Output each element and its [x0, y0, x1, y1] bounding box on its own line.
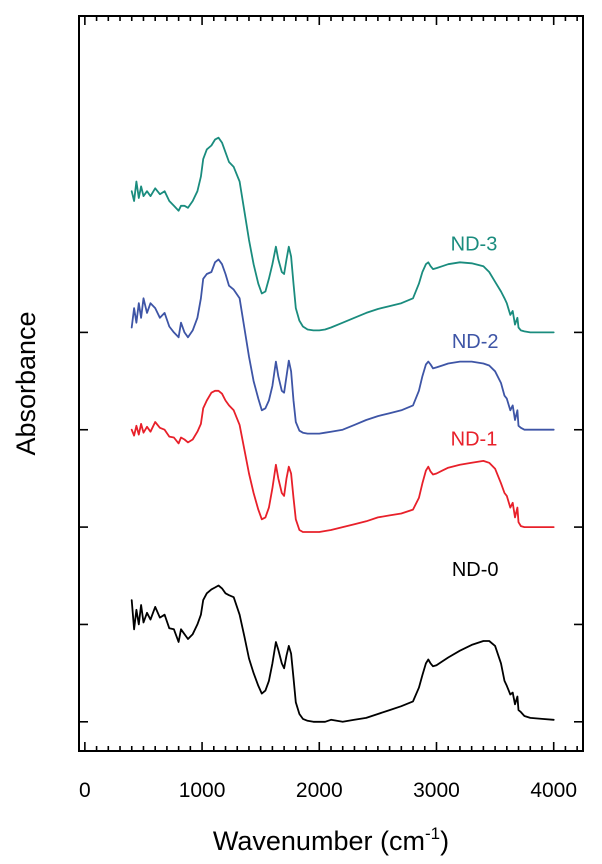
- plot-frame: [78, 15, 584, 752]
- series-line-nd-2: [130, 258, 555, 435]
- x-tick-label: 2000: [296, 779, 343, 802]
- x-tick-label: 0: [79, 779, 91, 802]
- series-layer: [130, 136, 555, 723]
- series-label-nd-2: ND-2: [452, 331, 499, 353]
- series-label-nd-1: ND-1: [451, 428, 498, 450]
- x-axis-label-close: ): [440, 826, 449, 856]
- plot-area: [78, 15, 584, 752]
- series-line-nd-3: [130, 136, 555, 334]
- x-tick-labels: 0 1000 2000 3000 4000: [79, 779, 577, 802]
- series-labels: ND-0 ND-1 ND-2 ND-3: [451, 234, 499, 581]
- x-axis-label: Wavenumber (cm-1): [213, 824, 449, 856]
- x-axis-label-superscript: -1: [425, 824, 440, 843]
- axis-ticks: [79, 16, 583, 751]
- x-tick-label: 1000: [179, 779, 226, 802]
- series-label-nd-0: ND-0: [452, 559, 499, 581]
- series-line-nd-1: [130, 389, 555, 533]
- series-line-nd-0: [130, 584, 555, 723]
- series-label-nd-3: ND-3: [451, 234, 498, 256]
- x-tick-label: 3000: [413, 779, 460, 802]
- x-axis-label-main: Wavenumber (cm: [213, 826, 425, 856]
- y-axis-label: Absorbance: [11, 311, 41, 455]
- x-tick-label: 4000: [530, 779, 577, 802]
